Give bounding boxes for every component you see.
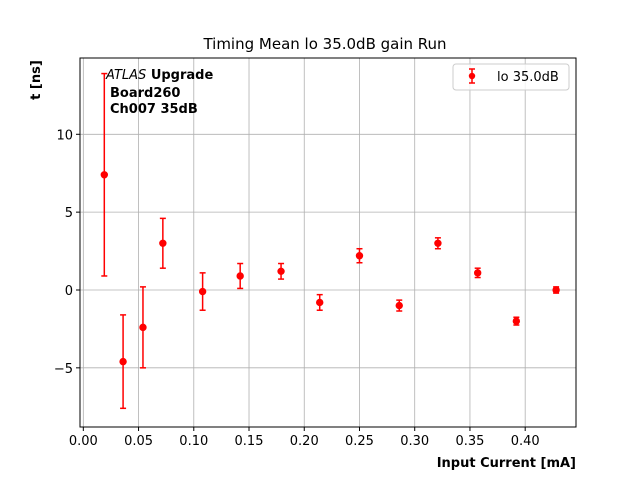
- data-point: [316, 298, 324, 307]
- annotation-upgrade: Upgrade: [151, 68, 214, 83]
- x-tick-label: 0.35: [455, 434, 484, 449]
- y-tick-label: 5: [65, 206, 73, 221]
- y-tick-label: 10: [56, 128, 73, 143]
- data-point: [473, 269, 482, 277]
- legend-box: [452, 63, 570, 91]
- data-point: [159, 239, 167, 247]
- annotation-atlas: ATLAS: [105, 68, 146, 83]
- legend: lo 35.0dB: [452, 63, 570, 91]
- data-point: [119, 357, 127, 366]
- x-tick-label: 0.00: [69, 434, 98, 449]
- legend-point: [468, 72, 476, 80]
- data-point: [552, 286, 560, 294]
- data-point: [434, 239, 442, 247]
- data-point: [355, 252, 364, 260]
- y-axis-label: t [ns]: [29, 60, 44, 100]
- grid-lines: [80, 58, 576, 427]
- legend-marker: [468, 68, 476, 84]
- y-tick-label: 0: [65, 284, 73, 299]
- chart-title: Timing Mean lo 35.0dB gain Run: [202, 35, 446, 53]
- x-tick-label: 0.05: [124, 434, 153, 449]
- x-tick-label: 0.25: [345, 434, 374, 449]
- data-point: [395, 301, 403, 310]
- data-point: [277, 267, 285, 276]
- plot-frame: [79, 57, 577, 428]
- x-axis-label: Input Current [mA]: [437, 456, 576, 471]
- x-tick-label: 0.10: [179, 434, 208, 449]
- data-point: [100, 171, 109, 179]
- data-points: [100, 171, 560, 366]
- y-tick-label: −5: [54, 362, 73, 377]
- data-point: [139, 323, 147, 332]
- x-tick-label: 0.30: [400, 434, 429, 449]
- atlas-annotation: ATLAS Upgrade Board260 Ch007 35dB: [105, 68, 213, 117]
- data-point: [198, 287, 207, 296]
- annotation-board: Board260: [110, 86, 180, 101]
- svg-text:ATLAS Upgrade: ATLAS Upgrade: [105, 68, 213, 83]
- annotation-channel: Ch007 35dB: [110, 102, 198, 117]
- x-tick-label: 0.20: [290, 434, 319, 449]
- data-point: [512, 317, 521, 325]
- legend-label: lo 35.0dB: [497, 70, 559, 85]
- data-point: [236, 272, 244, 280]
- x-tick-label: 0.40: [511, 434, 540, 449]
- axis-ticks: 0.00 0.05 0.10 0.15 0.20 0.25 0.30 0.35 0.40 −5 0 5…: [54, 128, 540, 449]
- x-tick-label: 0.15: [235, 434, 264, 449]
